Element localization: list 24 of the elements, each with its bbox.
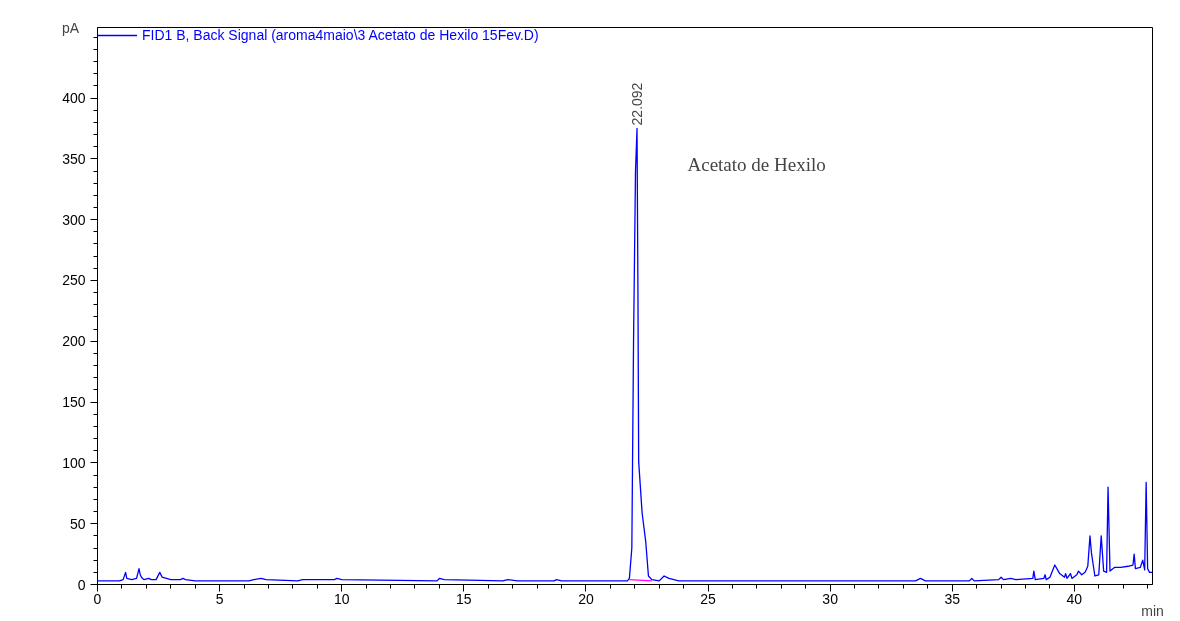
x-tick-label: 5 [215, 590, 224, 607]
x-tick-label: 25 [700, 590, 717, 607]
y-tick-label: 100 [62, 454, 86, 471]
x-axis-title: min [1141, 602, 1164, 619]
legend-label: FID1 B, Back Signal (aroma4maio\3 Acetato de Hexilo 15Fev.D) [142, 27, 539, 43]
y-tick-label: 350 [62, 150, 86, 167]
y-axis-title: pA [62, 19, 80, 36]
x-tick-label: 40 [1066, 590, 1083, 607]
x-tick-label: 15 [456, 590, 472, 607]
y-tick-label: 150 [62, 394, 86, 411]
x-tick-label: 30 [822, 590, 839, 607]
y-tick-label: 200 [62, 333, 86, 350]
line-series [97, 127, 1153, 582]
y-tick-label: 300 [62, 211, 86, 228]
annotation: 22.092 [629, 82, 646, 126]
x-tick-label: 0 [93, 590, 102, 607]
y-tick-label: 250 [62, 272, 86, 289]
y-tick-label: 0 [77, 576, 86, 593]
x-tick-label: 10 [333, 590, 350, 607]
x-tick-label: 35 [944, 590, 961, 607]
x-tick-label: 20 [578, 590, 594, 607]
y-tick-label: 50 [69, 515, 86, 532]
y-tick-label: 400 [62, 90, 86, 107]
annotation: Acetato de Hexilo [687, 153, 826, 175]
